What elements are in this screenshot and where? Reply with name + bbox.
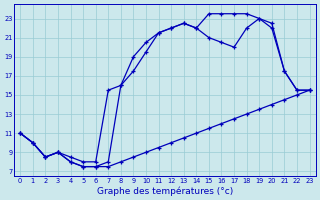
- X-axis label: Graphe des températures (°c): Graphe des températures (°c): [97, 186, 233, 196]
